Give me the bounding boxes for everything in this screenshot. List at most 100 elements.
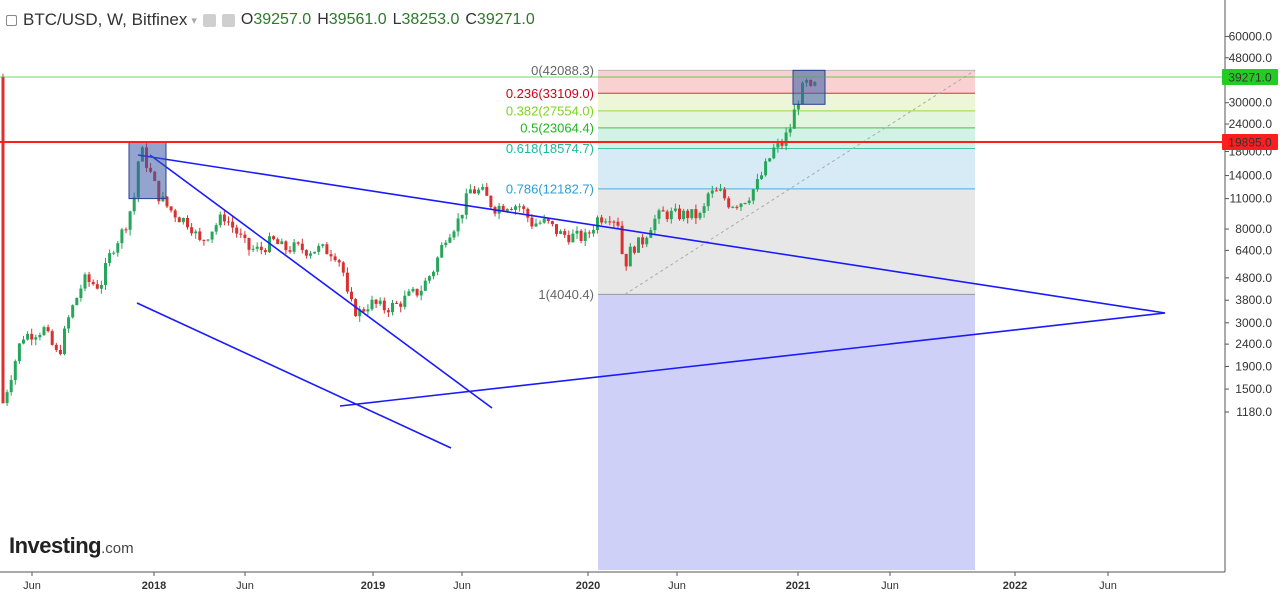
candle-body xyxy=(780,142,784,146)
candle-body xyxy=(747,200,751,204)
resistance-badge xyxy=(1222,133,1278,150)
trend-line xyxy=(149,154,493,409)
candle-body xyxy=(243,234,247,239)
candle-body xyxy=(575,230,579,234)
candle-body xyxy=(120,229,124,244)
candle-body xyxy=(341,262,345,273)
investing-logo: Investing.com xyxy=(9,533,134,558)
candle-body xyxy=(132,197,136,212)
candle-body xyxy=(468,189,472,194)
candle-body xyxy=(419,290,423,296)
candle-body xyxy=(378,300,382,304)
candle-body xyxy=(30,333,34,340)
x-tick-label: Jun xyxy=(668,580,686,592)
candle-body xyxy=(239,233,243,235)
fib-retracement-lines xyxy=(598,69,976,295)
highlight-boxes xyxy=(128,69,826,200)
candle-body xyxy=(784,132,788,146)
fib-label: 0.382(27554.0) xyxy=(506,103,594,118)
candle-body xyxy=(641,237,645,245)
candle-body xyxy=(485,186,489,196)
x-tick-label: Jun xyxy=(23,580,41,592)
collapse-icon[interactable] xyxy=(6,14,17,26)
candle-body xyxy=(259,246,263,251)
current-price-label: 39271.0 xyxy=(1228,70,1272,84)
candle-body xyxy=(251,248,255,250)
candle-body xyxy=(366,309,370,312)
candle-body xyxy=(764,161,768,176)
candle-body xyxy=(276,239,280,245)
y-tick-label: 1900.0 xyxy=(1235,359,1272,373)
candle-body xyxy=(719,189,722,191)
candle-body xyxy=(567,234,571,243)
candle-body xyxy=(95,284,99,289)
fib-label: 0(42088.3) xyxy=(531,63,594,78)
candle-body xyxy=(653,218,657,231)
candle-body xyxy=(112,252,116,254)
candle-body xyxy=(104,263,107,285)
candle-body xyxy=(796,104,800,110)
candle-body xyxy=(690,209,694,219)
candle-body xyxy=(694,209,698,219)
candle-body xyxy=(362,309,366,312)
candle-body xyxy=(727,198,731,208)
candle-body xyxy=(181,217,185,223)
candle-body xyxy=(128,211,132,230)
ohlc-close: C39271.0 xyxy=(465,11,535,28)
candle-body xyxy=(296,242,300,244)
candle-body xyxy=(46,327,50,332)
candle-body xyxy=(661,210,665,212)
trend-line xyxy=(136,302,452,449)
fib-extension-zone xyxy=(598,294,975,570)
candle-body xyxy=(54,344,58,350)
candle-body xyxy=(624,253,628,267)
x-tick-label: Jun xyxy=(881,580,899,592)
candle-body xyxy=(710,190,714,194)
candle-body xyxy=(792,109,796,129)
candle-body xyxy=(79,288,83,298)
eye-icon[interactable] xyxy=(202,13,216,27)
fib-zone xyxy=(598,93,975,111)
candle-body xyxy=(63,328,66,355)
candle-body xyxy=(546,218,550,222)
candle-body xyxy=(768,158,772,162)
y-tick-label: 6400.0 xyxy=(1235,243,1272,257)
candle-body xyxy=(34,337,38,340)
candle-body xyxy=(632,246,636,253)
resistance-label: 19895.0 xyxy=(1228,135,1272,149)
candle-body xyxy=(42,327,46,335)
symbol-title[interactable]: BTC/USD, W, Bitfinex xyxy=(23,10,188,29)
candle-body xyxy=(165,196,169,207)
candle-body xyxy=(386,310,390,313)
candle-body xyxy=(284,241,288,251)
y-tick-label: 14000.0 xyxy=(1229,169,1273,183)
candle-body xyxy=(526,208,530,218)
candle-body xyxy=(9,380,13,393)
candle-body xyxy=(743,203,747,205)
chevron-down-icon[interactable]: ▾ xyxy=(191,14,197,27)
candle-body xyxy=(309,253,312,256)
candle-body xyxy=(518,206,522,208)
candle-body xyxy=(227,221,230,223)
candle-body xyxy=(579,230,583,241)
candle-body xyxy=(460,214,464,219)
candle-body xyxy=(391,302,394,313)
candle-body xyxy=(399,303,403,307)
ohlc-open: O39257.0 xyxy=(240,11,312,28)
candle-body xyxy=(411,288,415,292)
x-tick-label: 2020 xyxy=(576,580,600,592)
candle-body xyxy=(194,231,198,234)
fib-label: 1(4040.4) xyxy=(538,287,594,302)
y-tick-label: 30000.0 xyxy=(1229,96,1273,110)
candle-body xyxy=(313,251,317,254)
candle-body xyxy=(714,190,718,192)
gear-icon[interactable] xyxy=(221,13,235,27)
candle-body xyxy=(534,223,538,227)
candle-body xyxy=(304,250,308,256)
fib-labels: 0(42088.3) 0.236(33109.0) 0.382(27554.0) 0.… xyxy=(506,63,594,302)
candle-body xyxy=(489,195,493,208)
candle-body xyxy=(325,244,329,255)
candle-body xyxy=(440,244,444,258)
candle-body xyxy=(350,291,353,300)
